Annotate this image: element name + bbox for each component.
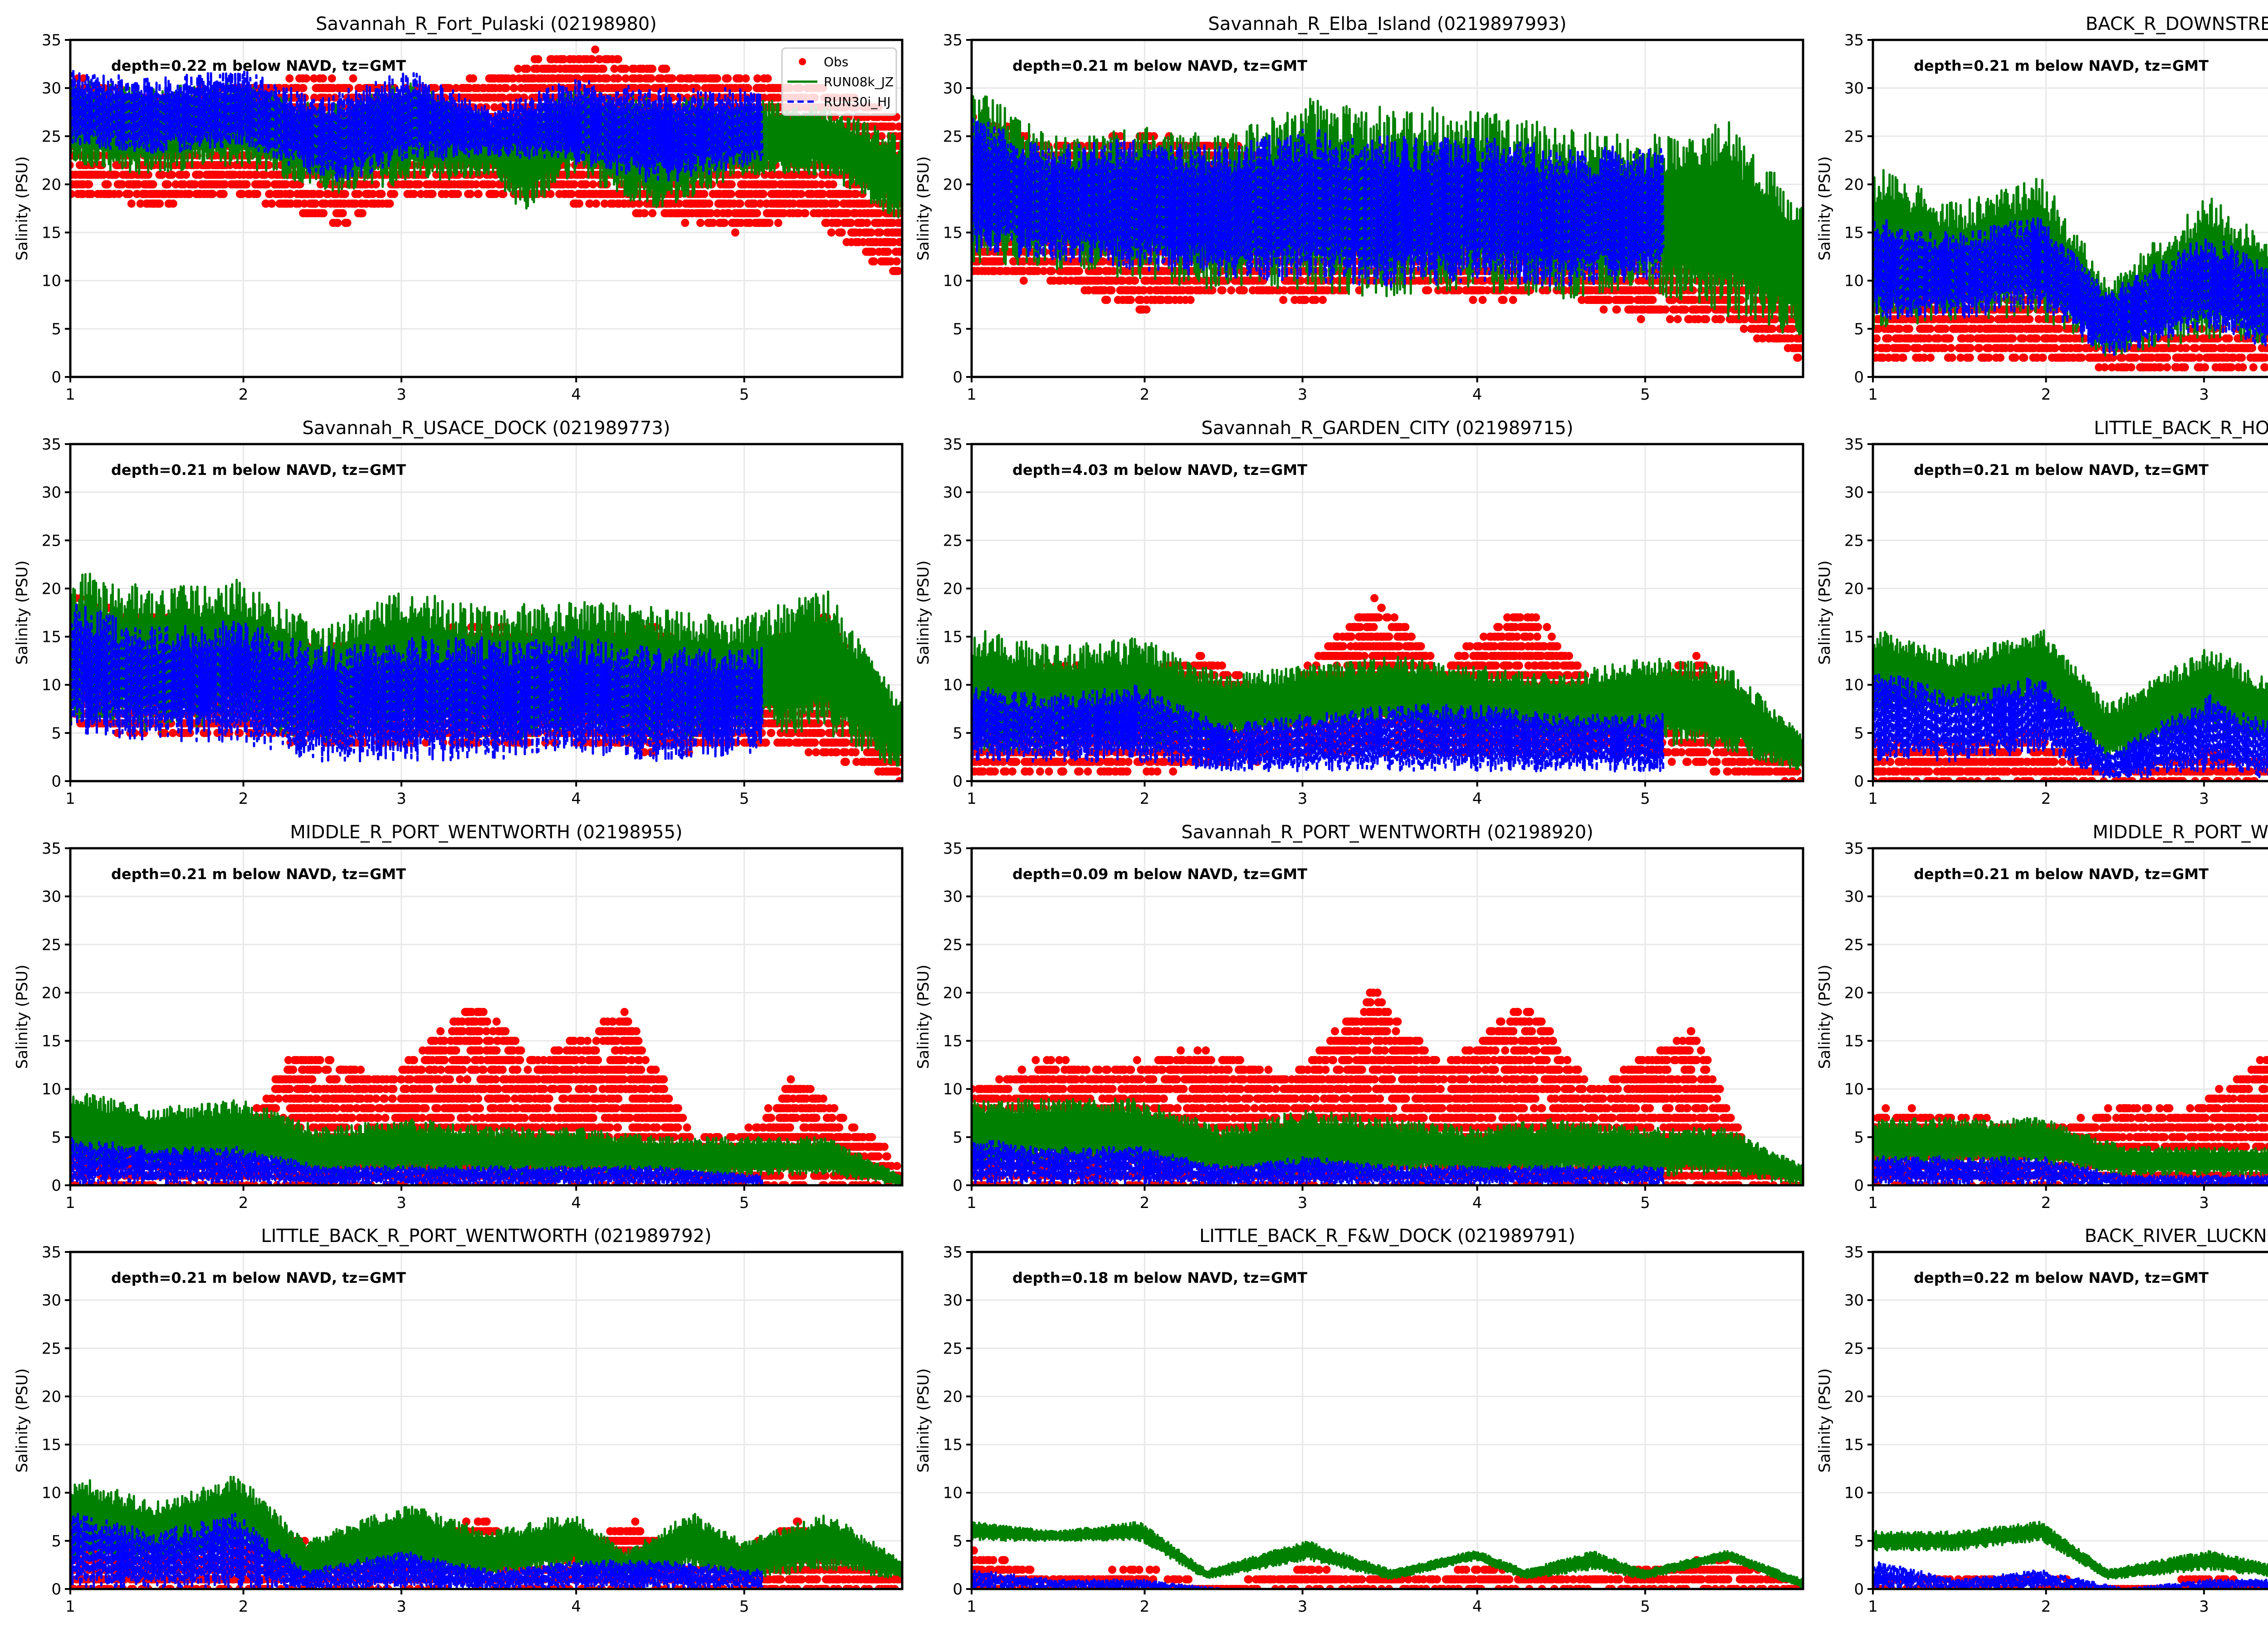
- obs-point: [650, 93, 658, 102]
- obs-point: [818, 190, 826, 198]
- obs-point: [832, 200, 840, 208]
- obs-point: [341, 190, 349, 198]
- obs-point: [302, 74, 310, 83]
- obs-point: [83, 180, 92, 188]
- obs-point: [349, 74, 357, 83]
- obs-point: [640, 209, 648, 217]
- obs-point: [648, 209, 656, 217]
- obs-point: [589, 180, 597, 188]
- obs-point: [164, 180, 172, 188]
- obs-point: [343, 219, 352, 227]
- obs-point: [582, 180, 590, 188]
- obs-point: [220, 190, 228, 198]
- obs-point: [720, 219, 728, 227]
- obs-point: [263, 180, 271, 188]
- obs-point: [728, 180, 736, 188]
- obs-point: [705, 200, 714, 208]
- obs-point: [774, 219, 782, 227]
- obs-point: [765, 219, 773, 227]
- obs-point: [764, 74, 772, 83]
- obs-point: [614, 55, 622, 63]
- obs-point: [127, 200, 136, 208]
- obs-point: [482, 103, 490, 112]
- obs-point: [390, 190, 398, 198]
- obs-point: [614, 74, 622, 83]
- obs-point: [753, 209, 761, 217]
- obs-point: [328, 74, 336, 83]
- obs-point: [253, 190, 261, 198]
- obs-point: [299, 84, 308, 92]
- obs-point: [700, 190, 708, 198]
- obs-point: [723, 74, 732, 83]
- obs-point: [648, 65, 656, 73]
- obs-point: [591, 45, 599, 54]
- obs-point: [681, 219, 689, 227]
- obs-point: [602, 74, 610, 83]
- obs-point: [523, 65, 531, 73]
- obs-point: [454, 190, 462, 198]
- obs-point: [713, 74, 721, 83]
- obs-point: [185, 190, 193, 198]
- obs-point: [510, 84, 518, 92]
- obs-point: [466, 190, 474, 198]
- obs-point: [376, 190, 384, 198]
- obs-point: [863, 219, 871, 227]
- obs-point: [182, 171, 190, 179]
- obs-point: [414, 180, 422, 188]
- obs-point: [647, 74, 655, 83]
- obs-point: [592, 200, 600, 208]
- obs-point: [829, 180, 837, 188]
- obs-point: [547, 190, 555, 198]
- obs-point: [800, 209, 808, 217]
- obs-point: [285, 74, 293, 83]
- obs-point: [736, 200, 744, 208]
- obs-point: [319, 209, 327, 217]
- obs-point: [355, 190, 363, 198]
- obs-point: [599, 65, 607, 73]
- obs-point: [884, 248, 892, 256]
- obs-point: [727, 190, 735, 198]
- obs-point: [386, 200, 394, 208]
- obs-point: [268, 200, 276, 208]
- obs-point: [169, 200, 177, 208]
- obs-point: [744, 84, 752, 92]
- obs-point: [241, 180, 249, 188]
- obs-point: [474, 190, 482, 198]
- obs-point: [339, 209, 347, 217]
- plot-area: [65, 45, 906, 275]
- obs-point: [827, 229, 836, 237]
- obs-point: [156, 200, 164, 208]
- obs-point: [237, 190, 245, 198]
- obs-point: [870, 257, 878, 265]
- obs-point: [696, 219, 704, 227]
- obs-point: [429, 190, 437, 198]
- obs-point: [125, 190, 133, 198]
- obs-point: [742, 74, 750, 83]
- obs-point: [149, 180, 157, 188]
- obs-point: [575, 200, 583, 208]
- obs-point: [358, 209, 367, 217]
- obs-point: [209, 190, 217, 198]
- obs-point: [195, 171, 203, 179]
- obs-point: [534, 55, 542, 63]
- obs-point: [502, 84, 510, 92]
- obs-point: [797, 190, 805, 198]
- obs-point: [838, 229, 846, 237]
- obs-point: [115, 190, 123, 198]
- obs-point: [319, 74, 327, 83]
- obs-point: [103, 180, 112, 188]
- obs-point: [759, 190, 767, 198]
- obs-point: [333, 219, 342, 227]
- obs-point: [668, 74, 676, 83]
- obs-point: [469, 74, 477, 83]
- obs-point: [731, 229, 739, 237]
- obs-point: [251, 171, 259, 179]
- obs-point: [661, 65, 669, 73]
